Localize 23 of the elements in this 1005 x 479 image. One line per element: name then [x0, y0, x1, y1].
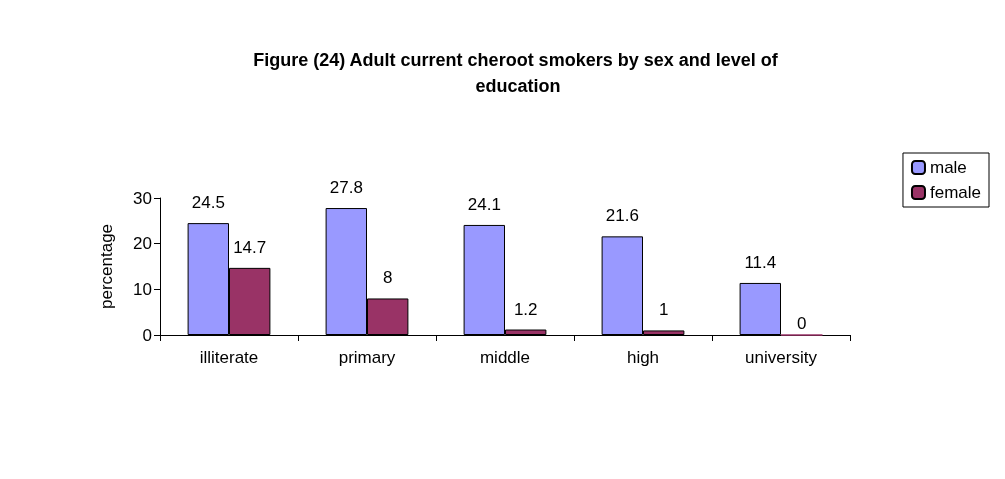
- data-label: 27.8: [329, 178, 363, 198]
- x-tick-label: primary: [338, 348, 396, 367]
- data-label: 1.2: [513, 299, 538, 319]
- y-tick-label: 10: [133, 279, 152, 299]
- data-label: 24.5: [191, 193, 225, 213]
- y-tick-label: 20: [133, 234, 152, 254]
- legend-label: male: [929, 158, 967, 177]
- data-label: 24.1: [467, 194, 501, 214]
- y-axis-title: percentage: [97, 223, 116, 310]
- data-label: 21.6: [605, 206, 639, 226]
- data-label: 14.7: [233, 237, 267, 257]
- chart-title: Figure (24) Adult current cheroot smokers by sex and level of education: [253, 50, 783, 96]
- y-tick-label: 30: [133, 188, 152, 208]
- data-label: 8: [382, 268, 393, 288]
- data-label: 1: [658, 300, 669, 320]
- y-tick-label: 0: [142, 325, 152, 345]
- x-tick-label: illiterate: [199, 348, 259, 367]
- x-tick-label: high: [626, 348, 660, 367]
- x-tick-label: middle: [479, 348, 531, 367]
- data-label: 0: [796, 313, 807, 333]
- x-tick-label: university: [745, 348, 818, 367]
- data-label: 11.4: [744, 252, 777, 272]
- legend-label: female: [929, 183, 982, 202]
